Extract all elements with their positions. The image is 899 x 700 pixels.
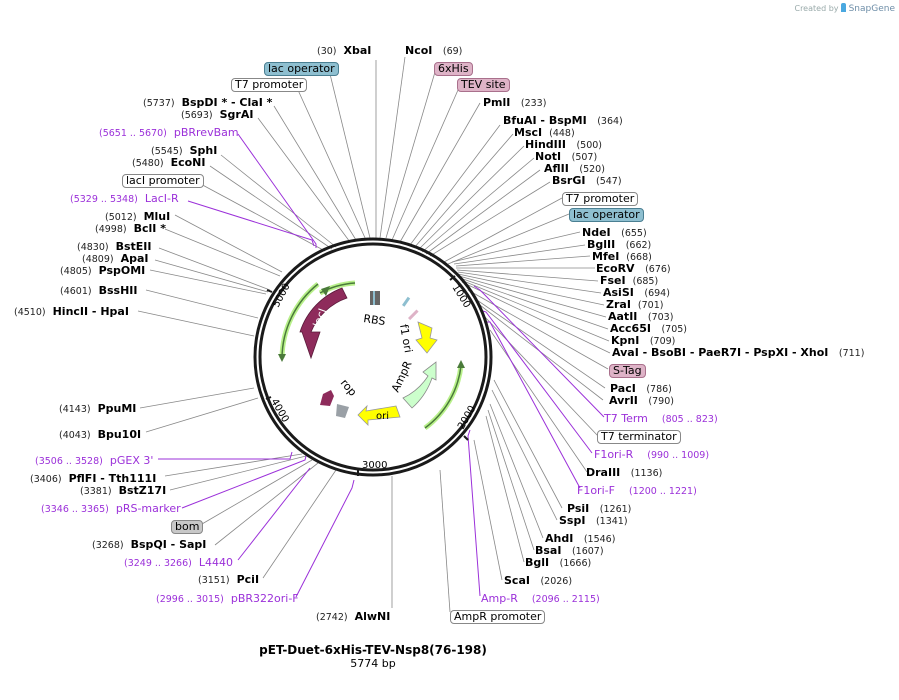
site-HindIII[interactable]: HindIII (500)	[525, 138, 603, 151]
site-Acc65I[interactable]: Acc65I (705)	[610, 322, 688, 335]
site-SphI[interactable]: (5545) SphI	[151, 144, 218, 157]
tick-label-3000: 3000	[362, 460, 387, 471]
lacI-feature[interactable]	[299, 287, 348, 360]
site-PsiI[interactable]: PsiI (1261)	[567, 502, 632, 515]
feature-T7-terminator[interactable]: T7 terminator	[597, 430, 681, 444]
feature-T7-promoter-right[interactable]: T7 promoter	[562, 192, 639, 206]
primer-LacI-R[interactable]: (5329 .. 5348) LacI-R	[70, 192, 179, 205]
primer-F1ori-F[interactable]: F1ori-F (1200 .. 1221)	[577, 484, 697, 497]
primer-L4440[interactable]: (3249 .. 3266) L4440	[124, 556, 233, 569]
site-KpnI[interactable]: KpnI (709)	[611, 334, 676, 347]
site-NdeI[interactable]: NdeI (655)	[582, 226, 647, 239]
site-AatII[interactable]: AatII (703)	[608, 310, 674, 323]
ring-ticks	[265, 275, 469, 476]
site-PacI[interactable]: PacI (786)	[610, 382, 672, 395]
feature-T7-promoter-left[interactable]: T7 promoter	[231, 78, 308, 92]
primer-pGEX3[interactable]: (3506 .. 3528) pGEX 3'	[35, 454, 154, 467]
site-BclI[interactable]: (4998) BclI *	[95, 222, 166, 235]
AmpR-label: AmpR	[389, 359, 415, 395]
site-BstZ17I[interactable]: (3381) BstZ17I	[80, 484, 167, 497]
snapgene-credit: Created by SnapGene	[794, 3, 895, 14]
site-SgrAI[interactable]: (5693) SgrAI	[181, 108, 254, 121]
backbone-outer-ring	[253, 237, 493, 477]
primer-pRS-marker[interactable]: (3346 .. 3365) pRS-marker	[41, 502, 181, 515]
rop-label: rop	[338, 377, 360, 399]
site-HincII-HpaI[interactable]: (4510) HincII - HpaI	[14, 305, 129, 318]
site-PpuMI[interactable]: (4143) PpuMI	[59, 402, 137, 415]
ori-label: ori	[376, 411, 389, 422]
feature-lac-operator-left[interactable]: lac operator	[264, 62, 339, 76]
site-BspDI-ClaI[interactable]: (5737) BspDI * - ClaI *	[143, 96, 273, 109]
f1-ori-label: f1 ori	[397, 323, 415, 354]
site-BsaI[interactable]: BsaI (1607)	[535, 544, 604, 557]
site-Bpu10I[interactable]: (4043) Bpu10I	[59, 428, 142, 441]
site-BfuAI-BspMI[interactable]: BfuAI - BspMI (364)	[503, 114, 623, 127]
site-ZraI[interactable]: ZraI (701)	[606, 298, 664, 311]
site-PmlI[interactable]: PmlI (233)	[483, 96, 547, 109]
site-AvrII[interactable]: AvrII (790)	[609, 394, 674, 407]
AmpR-feature[interactable]	[402, 361, 437, 409]
site-AlwNI[interactable]: (2742) AlwNI	[316, 610, 391, 623]
rop-feature[interactable]	[320, 390, 334, 406]
site-NcoI[interactable]: NcoI (69)	[405, 44, 463, 57]
site-BssHII[interactable]: (4601) BssHII	[60, 284, 138, 297]
rop-gray-block	[336, 404, 349, 418]
feature-S-Tag[interactable]: S-Tag	[609, 364, 646, 378]
feature-lacI-promoter[interactable]: lacI promoter	[122, 174, 204, 188]
site-SspI[interactable]: SspI (1341)	[559, 514, 628, 527]
site-ApaI[interactable]: (4809) ApaI	[82, 252, 149, 265]
site-EcoRV[interactable]: EcoRV (676)	[596, 262, 671, 275]
site-AflII[interactable]: AflII (520)	[544, 162, 605, 175]
primer-Amp-R[interactable]: Amp-R (2096 .. 2115)	[481, 592, 600, 605]
primer-pBRrevBam[interactable]: (5651 .. 5670) pBRrevBam	[99, 126, 239, 139]
site-XbaI[interactable]: (30) XbaI	[317, 44, 372, 57]
site-AsiSI[interactable]: AsiSI (694)	[603, 286, 670, 299]
f1-ori-feature[interactable]	[415, 321, 438, 354]
primer-lines	[158, 133, 605, 598]
site-MscI[interactable]: MscI (448)	[514, 126, 575, 139]
site-NotI[interactable]: NotI (507)	[535, 150, 598, 163]
site-PciI[interactable]: (3151) PciI	[198, 573, 260, 586]
snapgene-logo-icon	[841, 3, 847, 12]
site-AhdI[interactable]: AhdI (1546)	[545, 532, 616, 545]
site-AvaI-XhoI-group[interactable]: AvaI - BsoBI - PaeR7I - PspXI - XhoI (71…	[612, 346, 865, 359]
site-MfeI[interactable]: MfeI (668)	[592, 250, 652, 263]
site-BglII[interactable]: BglII (662)	[587, 238, 652, 251]
leader-lines	[137, 56, 611, 613]
feature-6xHis[interactable]: 6xHis	[434, 62, 473, 76]
feature-TEV-site[interactable]: TEV site	[457, 78, 510, 92]
site-BstEII[interactable]: (4830) BstEII	[77, 240, 152, 253]
site-FseI[interactable]: FseI (685)	[600, 274, 659, 287]
lacI-label: lacI	[311, 307, 330, 329]
site-BspQI-SapI[interactable]: (3268) BspQI - SapI	[92, 538, 207, 551]
feature-bom[interactable]: bom	[171, 520, 204, 534]
plasmid-length: 5774 bp	[350, 657, 396, 670]
plasmid-name: pET-Duet-6xHis-TEV-Nsp8(76-198)	[259, 643, 487, 657]
site-EcoNI[interactable]: (5480) EcoNI	[132, 156, 206, 169]
site-DraIII[interactable]: DraIII (1136)	[586, 466, 663, 479]
feature-lac-operator-right[interactable]: lac operator	[569, 208, 644, 222]
primer-pBR322ori-F[interactable]: (2996 .. 3015) pBR322ori-F	[156, 592, 299, 605]
feature-AmpR-promoter[interactable]: AmpR promoter	[450, 610, 546, 624]
orf-arrows	[279, 280, 464, 431]
primer-F1ori-R[interactable]: F1ori-R (990 .. 1009)	[594, 448, 710, 461]
site-BsrGI[interactable]: BsrGI (547)	[552, 174, 622, 187]
site-PspOMI[interactable]: (4805) PspOMI	[60, 264, 146, 277]
tick-label-5000: 5000	[271, 282, 293, 310]
backbone-inner-ring	[258, 242, 488, 472]
site-PflFI-Tth111I[interactable]: (3406) PflFI - Tth111I	[30, 472, 157, 485]
site-MluI[interactable]: (5012) MluI	[105, 210, 171, 223]
site-BglI[interactable]: BglI (1666)	[525, 556, 592, 569]
primer-T7-Term[interactable]: T7 Term (805 .. 823)	[604, 412, 718, 425]
rbs-label: RBS	[363, 312, 387, 328]
site-ScaI[interactable]: ScaI (2026)	[504, 574, 573, 587]
ori-feature[interactable]	[357, 404, 401, 426]
